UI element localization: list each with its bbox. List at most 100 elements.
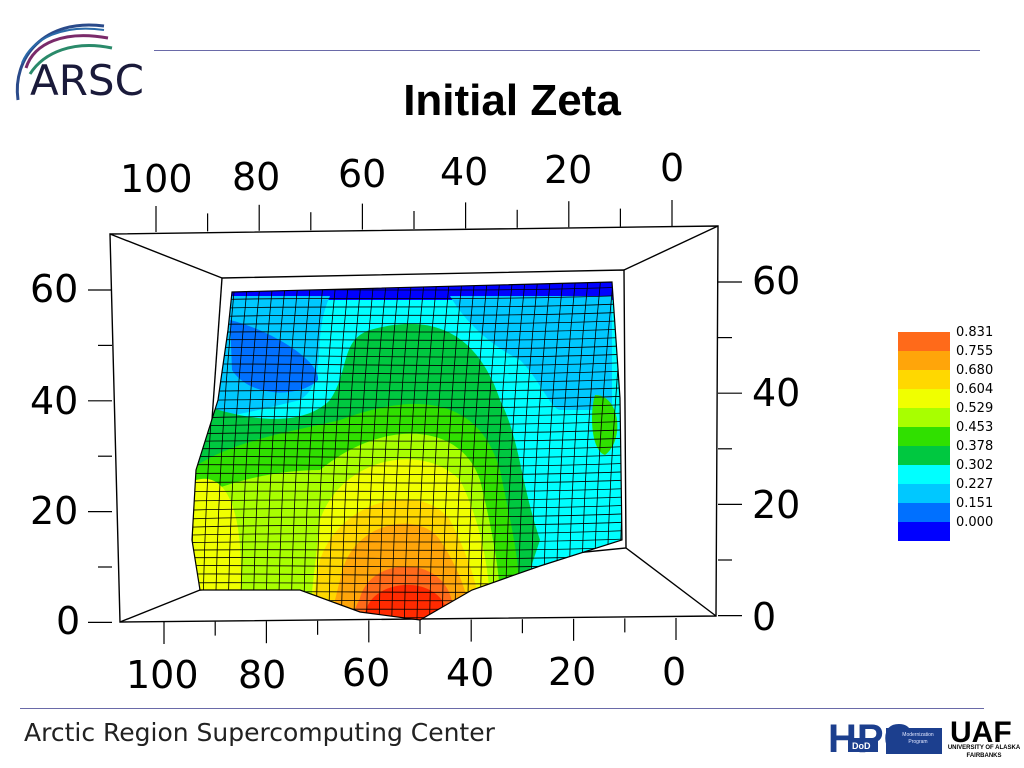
mesh-col-line <box>441 282 463 620</box>
mesh-col-line <box>214 282 236 620</box>
mesh-col-line <box>290 282 312 620</box>
mesh-row-line <box>192 319 622 326</box>
mesh-col-line <box>315 282 337 620</box>
mesh-row-line <box>192 420 622 427</box>
mesh-row-line <box>192 395 622 402</box>
legend-swatch <box>898 370 950 389</box>
y-tick-right-20: 20 <box>752 483 800 527</box>
mesh-row-line <box>192 512 622 520</box>
y-tick-right-60: 60 <box>752 259 800 303</box>
y-tick-left-0: 0 <box>56 599 80 643</box>
top-x-tick-labels: 100 80 60 40 20 0 <box>120 146 684 201</box>
legend-label: 0.378 <box>956 439 994 454</box>
y-tick-right-40: 40 <box>752 371 800 415</box>
x-tick-top-0: 0 <box>660 146 684 190</box>
mesh-col-line <box>366 282 387 620</box>
mesh-row-line <box>192 353 622 358</box>
arsc-logo <box>15 23 113 101</box>
legend-label: 0.227 <box>956 477 994 492</box>
mesh-row-line <box>192 412 622 419</box>
mesh-row-line <box>192 403 622 411</box>
legend-swatch <box>898 522 950 541</box>
dod-text: DoD <box>852 741 871 751</box>
mesh-row-line <box>192 370 622 375</box>
hpc-logo-subtext: Modernization Program <box>902 732 934 745</box>
left-y-tick-labels: 60 40 20 0 <box>30 267 80 643</box>
legend-swatch <box>898 408 950 427</box>
uaf-logo: UAF UNIVERSITY OF ALASKA FAIRBANKS <box>947 716 1021 759</box>
band-0.831-peak <box>360 584 445 620</box>
mesh-row-line <box>192 294 622 301</box>
legend-label: 0.453 <box>956 420 994 435</box>
uaf-logo-subtext: UNIVERSITY OF ALASKA FAIRBANKS <box>947 745 1021 759</box>
mesh-row-line <box>192 311 622 318</box>
mesh-row-line <box>192 496 622 502</box>
mesh-row-line <box>192 470 622 476</box>
footer-org-name: Arctic Region Supercomputing Center <box>24 718 495 747</box>
mesh-col-line <box>429 282 450 620</box>
mesh-col-line <box>265 282 286 620</box>
zeta-surface <box>192 282 622 620</box>
mesh-row-line <box>192 282 622 283</box>
legend-label: 0.604 <box>956 382 994 397</box>
legend-label: 0.529 <box>956 401 994 416</box>
x-tick-bottom-40: 40 <box>446 651 494 695</box>
band-0.453-right <box>592 395 618 455</box>
legend-swatch <box>898 446 950 465</box>
x-tick-top-100: 100 <box>120 157 193 201</box>
x-tick-bottom-100: 100 <box>126 653 199 697</box>
mesh-col-line <box>277 282 299 620</box>
x-tick-top-40: 40 <box>440 150 488 194</box>
mesh-col-line <box>391 282 412 620</box>
mesh-row-line <box>192 302 622 310</box>
mesh-col-line <box>403 282 425 620</box>
legend-swatch <box>898 332 950 351</box>
legend-label: 0.302 <box>956 458 994 473</box>
top-divider <box>154 50 980 51</box>
legend-label: 0.151 <box>956 496 994 511</box>
mesh-row-line <box>192 386 622 393</box>
x-tick-top-60: 60 <box>338 152 386 196</box>
mesh-col-line <box>492 282 513 620</box>
mesh-row-line <box>192 378 622 383</box>
legend-label: 0.680 <box>956 363 994 378</box>
mesh-col-line <box>252 282 274 620</box>
mesh-col-line <box>479 282 501 620</box>
x-tick-bottom-0: 0 <box>662 650 686 694</box>
x-tick-top-80: 80 <box>232 155 280 199</box>
surface-mesh <box>192 282 622 620</box>
arsc-logo-text: ARSC <box>30 56 144 105</box>
x-tick-bottom-80: 80 <box>238 653 286 697</box>
y-tick-left-20: 20 <box>30 489 78 533</box>
legend-label: 0.000 <box>956 515 994 530</box>
mesh-col-line <box>353 282 375 620</box>
y-tick-right-0: 0 <box>752 595 776 639</box>
legend-swatch <box>898 484 950 503</box>
uaf-logo-text: UAF <box>950 716 1012 749</box>
mesh-col-line <box>340 282 362 620</box>
x-tick-bottom-60: 60 <box>342 651 390 695</box>
mesh-col-line <box>240 282 261 620</box>
x-tick-bottom-20: 20 <box>548 650 596 694</box>
mesh-row-line <box>192 529 622 536</box>
mesh-row-line <box>192 504 622 511</box>
x-tick-top-20: 20 <box>544 148 592 192</box>
axis-ticks <box>88 200 742 644</box>
bottom-divider <box>20 708 984 709</box>
legend-swatch <box>898 351 950 370</box>
legend-label: 0.831 <box>956 325 994 340</box>
mesh-col-line <box>303 282 324 620</box>
slide-title: Initial Zeta <box>403 76 621 125</box>
bottom-x-tick-labels: 100 80 60 40 20 0 <box>126 650 686 697</box>
mesh-row-line <box>192 328 622 334</box>
y-tick-left-40: 40 <box>30 379 78 423</box>
surface-outline <box>191 281 623 621</box>
mesh-col-line <box>454 282 475 620</box>
y-tick-left-60: 60 <box>30 267 78 311</box>
mesh-col-line <box>416 282 438 620</box>
mesh-row-line <box>192 361 622 366</box>
mesh-row-line <box>192 487 622 493</box>
mesh-row-line <box>192 521 622 528</box>
legend-swatch <box>898 389 950 408</box>
